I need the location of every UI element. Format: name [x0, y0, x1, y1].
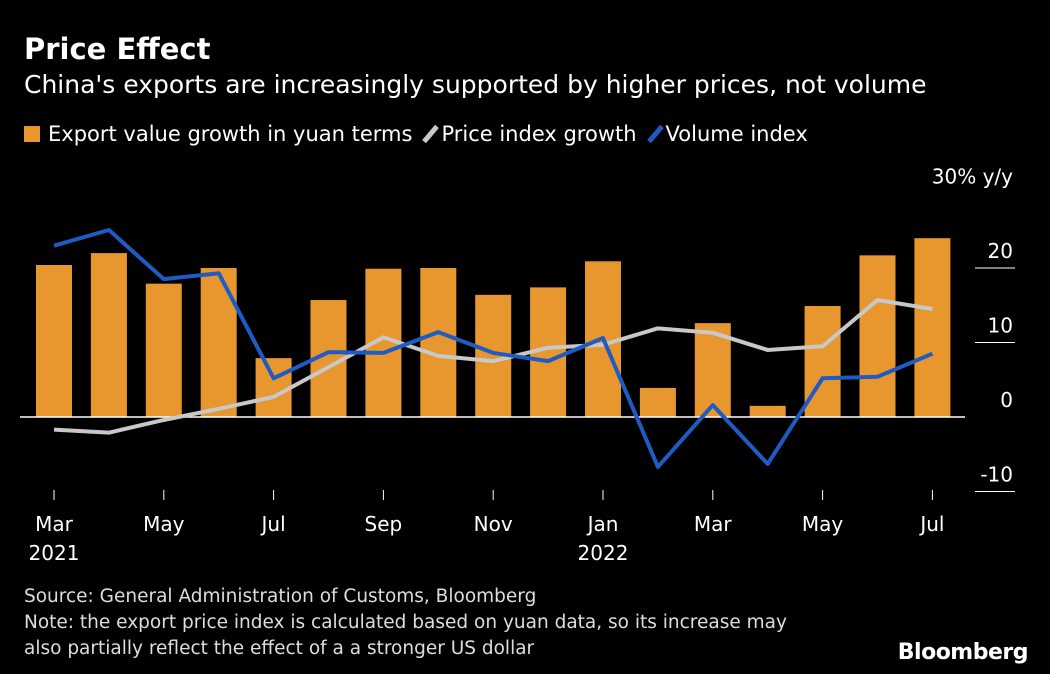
bar — [859, 255, 896, 417]
price-line — [53, 298, 933, 435]
x-tick-label: Jan — [586, 512, 619, 536]
chart-subtitle: China's exports are increasingly support… — [24, 70, 927, 99]
bar — [145, 283, 182, 417]
bar — [36, 265, 72, 417]
x-tick-label: Nov — [474, 512, 513, 536]
y-tick-label: 10 — [988, 314, 1013, 338]
bar — [749, 405, 786, 417]
y-tick-label: 20 — [988, 239, 1013, 263]
bar — [200, 268, 237, 417]
y-tick-label: 30% y/y — [932, 165, 1013, 189]
bar — [639, 387, 676, 417]
volume-line — [53, 228, 934, 469]
bar — [255, 358, 292, 417]
note-text: Note: the export price index is calculat… — [24, 612, 787, 633]
y-tick-label: -10 — [980, 463, 1013, 487]
legend-label: Price index growth — [441, 122, 637, 146]
x-tick-label: May — [802, 512, 844, 536]
legend: Export value growth in yuan terms Price … — [24, 122, 808, 146]
bar — [914, 238, 951, 417]
legend-item-volume: Volume index — [646, 122, 808, 146]
legend-label: Export value growth in yuan terms — [48, 122, 413, 146]
note-text: also partially reflect the effect of a a… — [24, 638, 535, 659]
source-text: Source: General Administration of Custom… — [24, 586, 537, 607]
x-tick-label: Jul — [918, 512, 944, 536]
bloomberg-logo: Bloomberg — [897, 640, 1029, 665]
x-tick-label: Mar — [35, 512, 74, 536]
legend-item-price: Price index growth — [422, 122, 637, 146]
bar — [90, 253, 127, 417]
chart-title: Price Effect — [24, 32, 211, 66]
x-tick-year: 2022 — [578, 541, 629, 565]
x-tick-year: 2021 — [29, 541, 80, 565]
y-tick-label: 0 — [1000, 388, 1013, 412]
x-tick-label: May — [143, 512, 185, 536]
x-tick-label: Sep — [365, 512, 403, 536]
legend-label: Volume index — [665, 122, 808, 146]
bar — [694, 323, 731, 417]
legend-swatch-bar — [24, 126, 40, 142]
footer: Source: General Administration of Custom… — [24, 584, 787, 662]
x-tick-label: Mar — [694, 512, 733, 536]
bar — [420, 268, 457, 417]
legend-item-export: Export value growth in yuan terms — [24, 122, 412, 146]
x-tick-label: Jul — [260, 512, 286, 536]
